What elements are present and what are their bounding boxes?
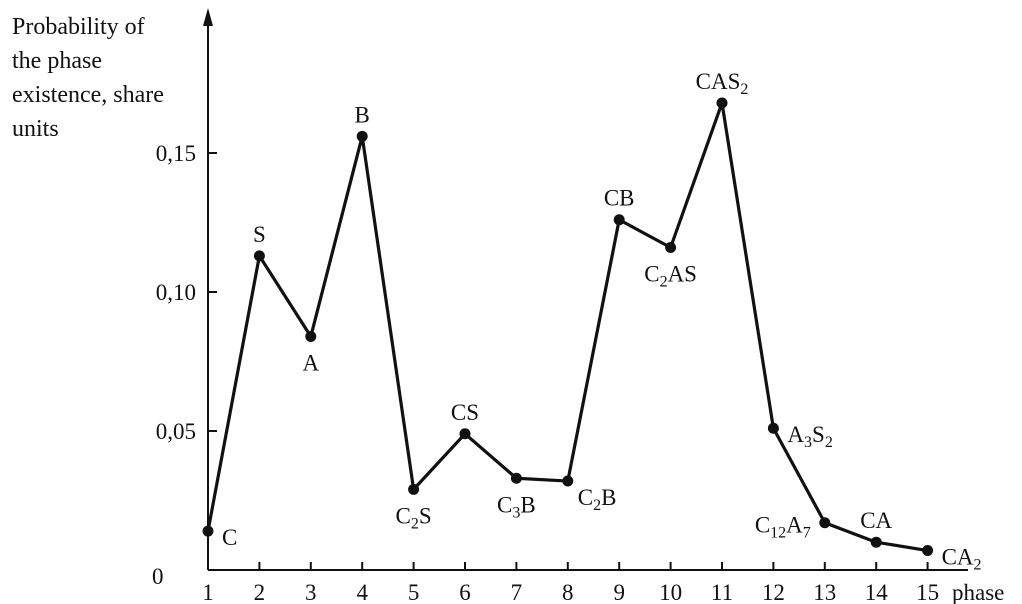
y-axis-title-line-2: the phase [12,48,102,74]
data-point [665,242,677,254]
point-label: CA2 [942,545,982,574]
data-point [305,330,317,342]
y-axis-title: Probability of the phase existence, shar… [12,14,164,142]
y-axis-title-line-1: Probability of [12,14,145,40]
data-point [870,536,882,548]
point-label: C2AS [644,262,697,291]
origin-label: 0 [152,564,164,589]
data-point [613,214,625,226]
x-tick-label: 7 [511,580,523,604]
point-label: S [253,222,266,247]
data-point [562,475,574,487]
data-point [767,422,779,434]
y-axis-ticks: 0,05 0,10 0,15 [156,141,217,444]
x-axis-ticks: 1 2 3 4 5 6 7 8 9 10 11 12 13 14 15 [202,562,939,604]
y-tick-label: 0,05 [156,419,196,444]
point-label: C [222,525,237,550]
data-point [819,517,831,529]
x-tick-label: 3 [305,580,317,604]
data-point [716,97,728,109]
data-point [459,428,471,440]
point-label: C2B [578,485,617,514]
point-label: CS [451,400,479,425]
data-point [253,250,265,262]
y-tick-label: 0,10 [156,280,196,305]
x-tick-label: 13 [813,580,836,604]
data-point [408,483,420,495]
x-tick-label: 8 [562,580,574,604]
point-label: B [355,102,370,127]
point-label: CB [604,186,635,211]
point-label: A [302,350,319,375]
point-label: A3S2 [787,422,832,451]
x-tick-label: 4 [356,580,368,604]
x-tick-label: 1 [202,580,214,604]
point-label: CAS2 [696,69,749,98]
data-point [922,545,934,557]
x-axis-title: phase [952,580,1004,604]
y-axis-title-line-3: existence, share [12,82,164,108]
x-tick-label: 15 [916,580,939,604]
point-label: CA [860,508,892,533]
point-label: C3B [497,492,536,521]
x-tick-label: 5 [408,580,420,604]
point-label: C12A7 [755,513,811,542]
y-axis-title-line-4: units [12,116,59,142]
x-tick-label: 14 [865,580,889,604]
x-tick-label: 10 [659,580,682,604]
y-tick-label: 0,15 [156,141,196,166]
data-point [510,472,522,484]
x-tick-label: 11 [711,580,733,604]
point-label: C2S [396,503,432,532]
x-tick-label: 2 [254,580,266,604]
data-point [202,525,214,537]
x-tick-label: 12 [762,580,785,604]
y-axis-arrow-icon [203,8,213,26]
x-tick-label: 9 [613,580,625,604]
data-point [356,130,368,142]
x-tick-label: 6 [459,580,471,604]
